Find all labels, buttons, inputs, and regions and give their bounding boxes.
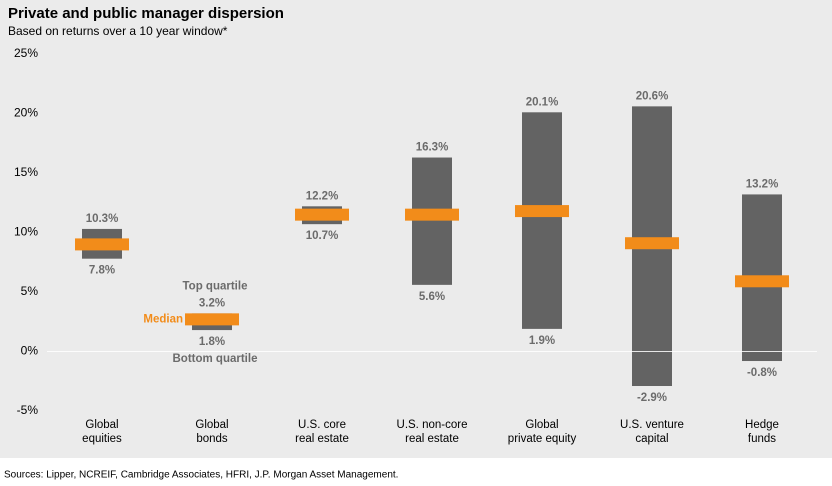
y-tick-label: 25% (14, 46, 38, 60)
top-value-label: 10.3% (86, 213, 119, 225)
x-tick-label: Global (85, 419, 118, 431)
y-tick-label: 20% (14, 106, 38, 120)
median-marker (185, 313, 239, 326)
median-marker (75, 238, 129, 251)
y-tick-label: 5% (21, 284, 39, 298)
y-tick-label: -5% (17, 403, 39, 417)
range-bar (522, 112, 562, 329)
top-value-label: 13.2% (746, 178, 779, 190)
y-tick-label: 15% (14, 165, 38, 179)
median-marker (515, 205, 569, 218)
chart-title: Private and public manager dispersion (8, 5, 284, 22)
y-tick-label: 10% (14, 225, 38, 239)
bottom-value-label: 5.6% (419, 291, 445, 303)
top-value-label: 20.6% (636, 90, 669, 102)
median-marker (295, 208, 349, 221)
x-tick-label: U.S. venture (620, 419, 684, 431)
legend-top: Top quartile (183, 280, 248, 292)
x-tick-label: equities (82, 433, 122, 445)
bottom-value-label: -0.8% (747, 367, 777, 379)
median-marker (405, 208, 459, 221)
x-tick-label: capital (635, 433, 668, 445)
x-tick-label: real estate (405, 433, 459, 445)
bottom-value-label: 7.8% (89, 265, 115, 277)
top-value-label: 3.2% (199, 297, 225, 309)
x-tick-label: private equity (508, 433, 577, 445)
x-tick-label: U.S. core (298, 419, 346, 431)
bottom-value-label: 1.9% (529, 335, 555, 347)
x-tick-label: U.S. non-core (397, 419, 468, 431)
legend-median: Median (143, 313, 183, 325)
x-tick-label: Global (525, 419, 558, 431)
top-value-label: 12.2% (306, 190, 339, 202)
y-tick-label: 0% (21, 344, 39, 358)
legend-bottom: Bottom quartile (173, 353, 258, 365)
bottom-value-label: 10.7% (306, 230, 339, 242)
bottom-value-label: -2.9% (637, 392, 667, 404)
x-tick-label: Hedge (745, 419, 779, 431)
x-tick-label: Global (195, 419, 228, 431)
range-bar (412, 157, 452, 285)
x-tick-label: funds (748, 433, 776, 445)
median-marker (735, 275, 789, 288)
top-value-label: 16.3% (416, 142, 449, 154)
top-value-label: 20.1% (526, 96, 559, 108)
x-tick-label: bonds (196, 433, 228, 445)
source-note: Sources: Lipper, NCREIF, Cambridge Assoc… (4, 470, 398, 481)
chart-subtitle: Based on returns over a 10 year window* (8, 24, 228, 38)
x-tick-label: real estate (295, 433, 349, 445)
median-marker (625, 237, 679, 250)
bottom-value-label: 1.8% (199, 336, 225, 348)
